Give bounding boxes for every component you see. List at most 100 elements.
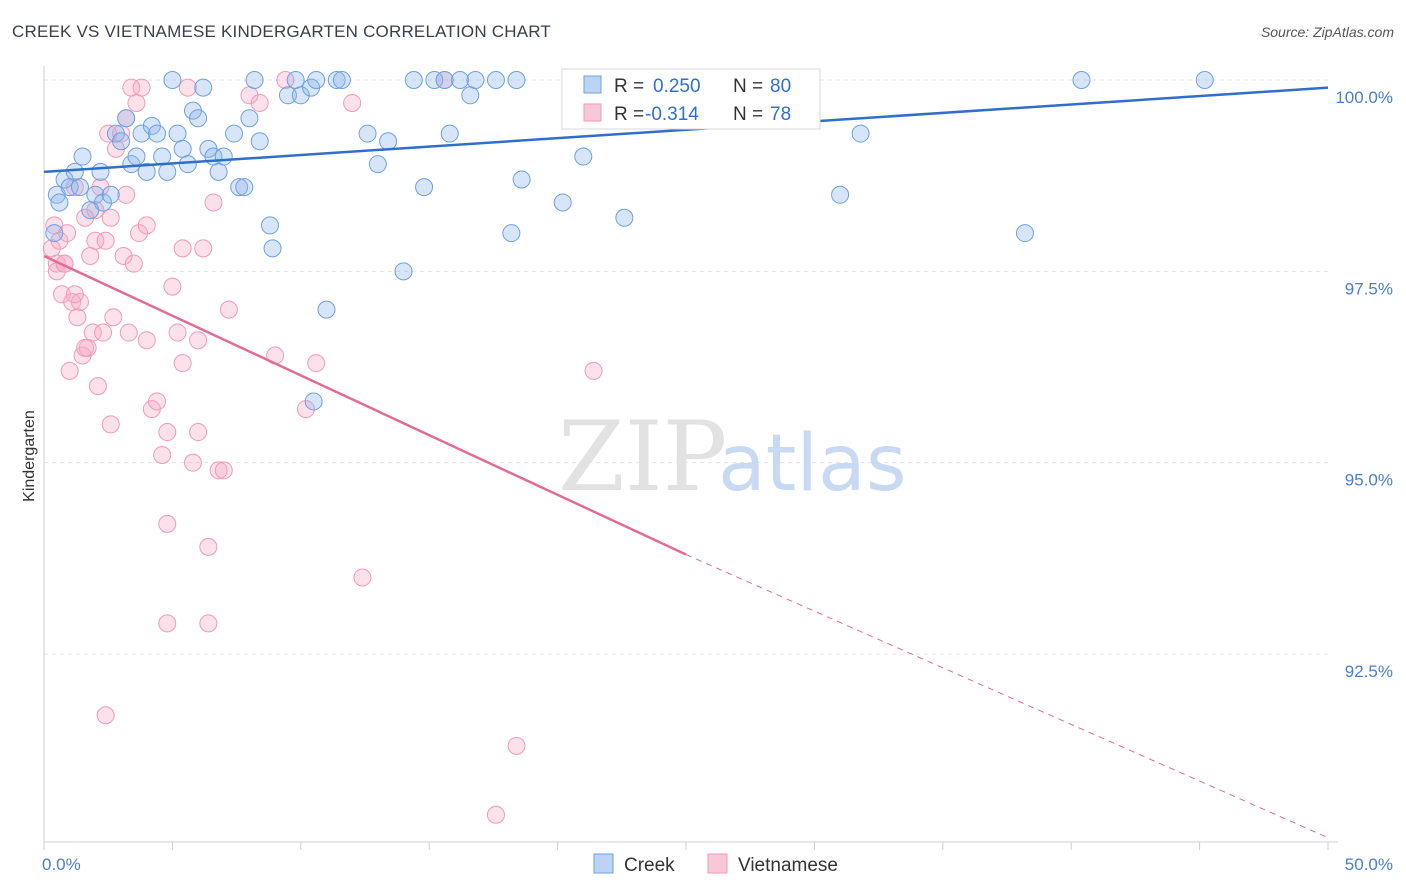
watermark-atlas: atlas — [718, 419, 907, 509]
creek-point-11 — [94, 193, 113, 212]
vietnamese-point-56 — [296, 400, 315, 419]
creek-point-42 — [263, 239, 282, 258]
vietnamese-point-51 — [219, 300, 238, 319]
creek-point-71 — [831, 185, 850, 204]
creek-point-9 — [86, 185, 105, 204]
vietnamese-point-64 — [158, 614, 177, 633]
legend-creek-swatch — [583, 75, 602, 94]
vietnamese-point-18 — [88, 377, 107, 396]
vietnamese-trend-extension — [685, 554, 1329, 839]
vietnamese-point-24 — [104, 308, 123, 327]
creek-point-17 — [127, 147, 146, 166]
vietnamese-point-68 — [486, 805, 505, 824]
creek-point-12 — [101, 185, 120, 204]
creek-point-75 — [1195, 71, 1214, 89]
creek-point-53 — [379, 132, 398, 151]
creek-point-65 — [507, 71, 526, 89]
vietnamese-point-39 — [158, 423, 177, 442]
creek-point-63 — [486, 71, 505, 89]
vietnamese-point-61 — [507, 736, 526, 755]
watermark-zip: ZIP — [558, 401, 727, 513]
vietnamese-point-33 — [130, 224, 149, 243]
vietnamese-point-41 — [168, 323, 187, 342]
vietnamese-point-6 — [58, 224, 77, 243]
creek-point-52 — [368, 155, 387, 174]
creek-trend-line — [43, 86, 1329, 174]
vietnamese-point-21 — [96, 231, 115, 250]
creek-point-5 — [65, 162, 84, 181]
bottom-legend-vietnamese: Vietnamese — [738, 855, 838, 876]
vietnamese-point-58 — [343, 93, 362, 112]
vietnamese-point-27 — [114, 247, 133, 266]
creek-point-25 — [168, 124, 187, 143]
creek-point-73 — [1015, 224, 1034, 243]
vietnamese-point-67 — [101, 415, 120, 434]
vietnamese-point-34 — [132, 78, 151, 97]
creek-points — [45, 71, 1214, 411]
vietnamese-point-16 — [83, 323, 102, 342]
creek-point-49 — [327, 71, 346, 89]
vietnamese-point-72 — [86, 201, 105, 220]
stats-legend: R = 0.250 N = 80 R = -0.314 N = 78 — [561, 68, 821, 130]
bottom-legend-creek-swatch — [593, 853, 614, 874]
creek-point-21 — [147, 124, 166, 143]
creek-point-64 — [502, 224, 521, 243]
creek-point-27 — [178, 155, 197, 174]
vietnamese-point-44 — [183, 453, 202, 472]
creek-point-55 — [404, 71, 423, 89]
vietnamese-point-23 — [101, 208, 120, 227]
creek-point-30 — [194, 78, 213, 97]
creek-point-26 — [173, 139, 192, 158]
vietnamese-point-73 — [117, 185, 136, 204]
y-axis-label: Kindergarten — [21, 410, 38, 502]
vietnamese-point-46 — [194, 239, 213, 258]
creek-point-38 — [240, 109, 259, 128]
vietnamese-point-37 — [147, 392, 166, 411]
creek-point-54 — [394, 262, 413, 281]
creek-point-70 — [615, 208, 634, 227]
legend-r-value-creek: 0.250 — [653, 76, 701, 97]
vietnamese-point-74 — [137, 216, 156, 235]
creek-point-56 — [415, 178, 434, 197]
vietnamese-point-47 — [199, 537, 218, 556]
creek-point-29 — [189, 109, 208, 128]
creek-point-57 — [425, 71, 444, 89]
creek-point-43 — [278, 86, 297, 105]
vietnamese-point-53 — [250, 93, 269, 112]
vietnamese-point-43 — [178, 78, 197, 97]
creek-point-61 — [461, 86, 480, 105]
vietnamese-point-66 — [158, 514, 177, 533]
vietnamese-point-45 — [189, 423, 208, 442]
vietnamese-point-49 — [209, 461, 228, 480]
legend-n-value-creek: 80 — [770, 76, 791, 97]
legend-r-value-vietnamese: -0.314 — [645, 104, 699, 125]
axes — [43, 66, 1338, 850]
vietnamese-point-62 — [584, 361, 603, 380]
creek-point-19 — [137, 162, 156, 181]
creek-point-18 — [132, 124, 151, 143]
creek-point-60 — [451, 71, 470, 89]
series-legend: Creek Vietnamese — [593, 853, 838, 876]
vietnamese-point-38 — [153, 446, 172, 465]
vietnamese-point-77 — [189, 331, 208, 350]
vietnamese-point-35 — [137, 331, 156, 350]
x-tick-label-1: 50.0% — [1345, 855, 1393, 874]
trend-lines — [43, 86, 1329, 839]
y-tick-label-1: 97.5% — [1345, 279, 1393, 298]
creek-point-24 — [163, 71, 182, 89]
creek-point-51 — [358, 124, 377, 143]
creek-point-67 — [553, 193, 572, 212]
creek-point-0 — [45, 224, 64, 243]
creek-point-48 — [317, 300, 336, 319]
creek-point-62 — [466, 71, 485, 89]
vietnamese-point-48 — [204, 193, 223, 212]
vietnamese-point-31 — [124, 254, 143, 273]
legend-r-label-1: R = — [614, 76, 644, 97]
creek-point-74 — [1072, 71, 1091, 89]
vietnamese-point-40 — [163, 277, 182, 296]
creek-point-39 — [245, 71, 264, 89]
vietnamese-point-57 — [307, 354, 326, 373]
legend-n-label-1: N = — [733, 76, 763, 97]
bottom-legend-creek: Creek — [624, 855, 675, 876]
